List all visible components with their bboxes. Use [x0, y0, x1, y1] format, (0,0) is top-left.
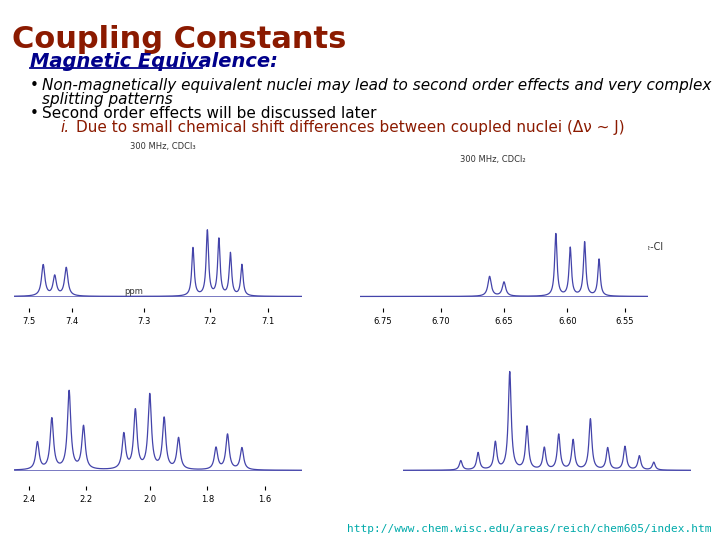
Text: Reich: Reich	[213, 265, 237, 274]
Text: 100MHz: 100MHz	[207, 255, 243, 264]
Text: ppm: ppm	[124, 287, 143, 296]
Text: Second order effects will be discussed later: Second order effects will be discussed l…	[42, 106, 377, 121]
Text: splitting patterns: splitting patterns	[42, 92, 173, 107]
Text: Coupling Constants: Coupling Constants	[12, 25, 346, 54]
Text: •: •	[30, 106, 39, 121]
Text: 300 MHz, CDCl₂: 300 MHz, CDCl₂	[460, 155, 526, 164]
Text: Magnetic Equivalence:: Magnetic Equivalence:	[30, 52, 278, 71]
Text: •: •	[30, 78, 39, 93]
Text: 300 MHz, CDCl₃: 300 MHz, CDCl₃	[130, 142, 196, 151]
Text: i.: i.	[60, 120, 69, 135]
Text: Due to small chemical shift differences between coupled nuclei (Δν ~ J): Due to small chemical shift differences …	[76, 120, 625, 135]
Text: C₈H₁₄O₃: C₈H₁₄O₃	[209, 275, 241, 284]
Text: http://www.chem.wisc.edu/areas/reich/chem605/index.htm: http://www.chem.wisc.edu/areas/reich/che…	[348, 524, 712, 534]
Text: Non-magnetically equivalent nuclei may lead to second order effects and very com: Non-magnetically equivalent nuclei may l…	[42, 78, 711, 93]
Text: 60 MHz: 60 MHz	[612, 253, 648, 263]
Text: Br-CH₂-CH₂-Cl: Br-CH₂-CH₂-Cl	[597, 242, 663, 252]
